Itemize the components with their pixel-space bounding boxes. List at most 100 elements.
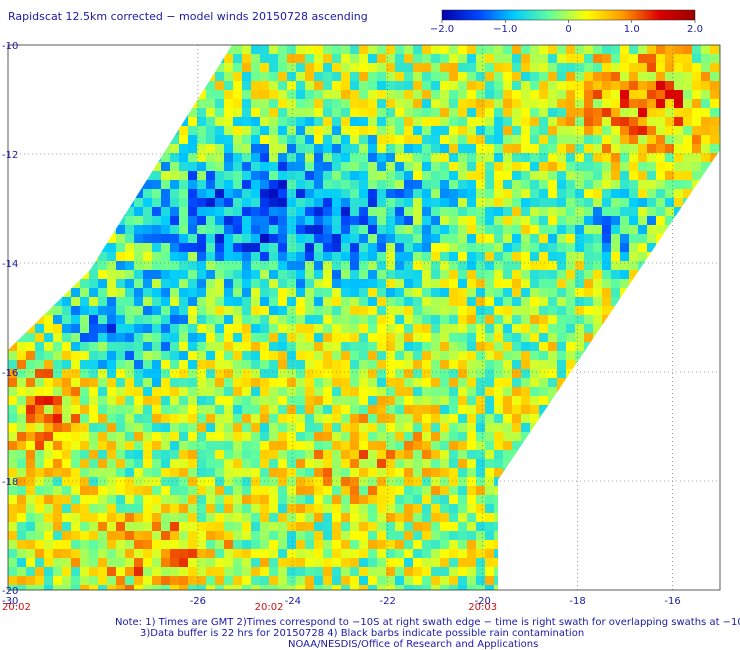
swath-cell <box>179 441 188 450</box>
swath-cell <box>314 279 323 288</box>
swath-cell <box>197 135 206 144</box>
swath-cell <box>395 189 404 198</box>
swath-cell <box>170 108 179 117</box>
swath-cell <box>404 72 413 81</box>
swath-cell <box>665 99 674 108</box>
swath-cell <box>296 90 305 99</box>
swath-cell <box>485 333 494 342</box>
swath-cell <box>62 333 71 342</box>
swath-cell <box>602 432 611 441</box>
swath-cell <box>233 207 242 216</box>
swath-cell <box>440 567 449 576</box>
swath-cell <box>413 216 422 225</box>
swath-cell <box>89 351 98 360</box>
swath-cell <box>296 387 305 396</box>
swath-cell <box>125 495 134 504</box>
swath-cell <box>17 585 26 590</box>
swath-cell <box>35 54 44 63</box>
swath-cell <box>557 387 566 396</box>
swath-cell <box>674 81 683 90</box>
swath-cell <box>224 324 233 333</box>
swath-cell <box>17 342 26 351</box>
swath-cell <box>422 495 431 504</box>
swath-cell <box>629 513 638 522</box>
swath-cell <box>521 531 530 540</box>
swath-cell <box>512 216 521 225</box>
swath-cell <box>476 207 485 216</box>
swath-cell <box>449 423 458 432</box>
swath-cell <box>107 207 116 216</box>
swath-cell <box>242 495 251 504</box>
swath-cell <box>251 459 260 468</box>
swath-cell <box>98 180 107 189</box>
swath-cell <box>152 567 161 576</box>
swath-cell <box>386 468 395 477</box>
swath-cell <box>161 540 170 549</box>
swath-cell <box>278 261 287 270</box>
swath-cell <box>224 540 233 549</box>
swath-cell <box>71 108 80 117</box>
swath-cell <box>323 351 332 360</box>
swath-cell <box>494 432 503 441</box>
swath-cell <box>260 459 269 468</box>
swath-cell <box>62 378 71 387</box>
swath-cell <box>404 216 413 225</box>
swath-cell <box>188 189 197 198</box>
swath-cell <box>152 180 161 189</box>
swath-cell <box>179 405 188 414</box>
swath-cell <box>656 261 665 270</box>
swath-cell <box>8 216 17 225</box>
swath-cell <box>557 315 566 324</box>
swath-cell <box>395 306 404 315</box>
swath-cell <box>44 495 53 504</box>
swath-cell <box>548 225 557 234</box>
swath-cell <box>323 432 332 441</box>
swath-cell <box>386 423 395 432</box>
swath-cell <box>35 261 44 270</box>
swath-cell <box>332 585 341 590</box>
swath-cell <box>683 540 692 549</box>
swath-cell <box>197 234 206 243</box>
swath-cell <box>458 549 467 558</box>
swath-cell <box>692 378 701 387</box>
swath-cell <box>467 414 476 423</box>
swath-cell <box>251 342 260 351</box>
swath-cell <box>35 288 44 297</box>
swath-cell <box>647 162 656 171</box>
swath-cell <box>638 99 647 108</box>
swath-cell <box>413 567 422 576</box>
swath-cell <box>404 324 413 333</box>
swath-cell <box>17 333 26 342</box>
swath-cell <box>107 468 116 477</box>
swath-cell <box>368 567 377 576</box>
swath-cell <box>404 432 413 441</box>
swath-cell <box>8 234 17 243</box>
swath-cell <box>233 468 242 477</box>
swath-cell <box>638 405 647 414</box>
swath-cell <box>215 351 224 360</box>
swath-cell <box>467 135 476 144</box>
swath-cell <box>476 216 485 225</box>
swath-cell <box>80 225 89 234</box>
swath-cell <box>476 423 485 432</box>
swath-cell <box>314 297 323 306</box>
swath-cell <box>611 450 620 459</box>
swath-cell <box>431 387 440 396</box>
swath-cell <box>512 54 521 63</box>
swath-cell <box>458 495 467 504</box>
swath-cell <box>224 441 233 450</box>
swath-cell <box>152 81 161 90</box>
swath-cell <box>359 342 368 351</box>
swath-cell <box>215 45 224 54</box>
swath-cell <box>233 585 242 590</box>
swath-cell <box>458 540 467 549</box>
swath-cell <box>692 333 701 342</box>
swath-cell <box>692 342 701 351</box>
swath-cell <box>71 459 80 468</box>
swath-cell <box>404 558 413 567</box>
swath-cell <box>305 126 314 135</box>
swath-cell <box>467 279 476 288</box>
swath-cell <box>314 459 323 468</box>
swath-cell <box>386 459 395 468</box>
swath-cell <box>494 567 503 576</box>
